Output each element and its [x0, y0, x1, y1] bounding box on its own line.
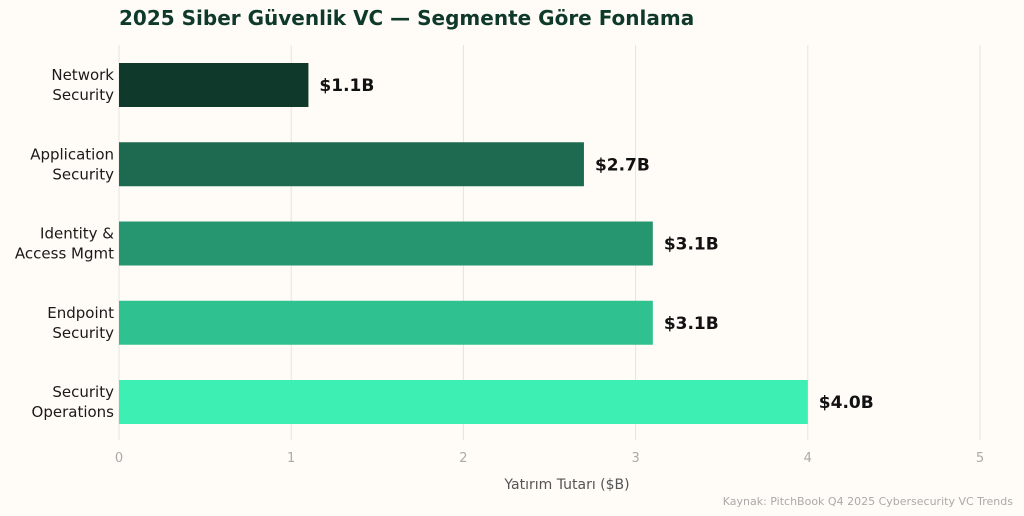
bar — [119, 221, 653, 266]
bar — [119, 380, 808, 424]
data-label: $2.7B — [595, 155, 650, 175]
category-label: Security Operations — [32, 383, 115, 421]
x-tick-label: 2 — [459, 451, 467, 466]
bar — [119, 142, 584, 187]
x-tick-label: 5 — [976, 451, 984, 466]
data-label: $1.1B — [319, 76, 374, 96]
category-label: Endpoint Security — [47, 304, 114, 342]
data-label: $3.1B — [664, 314, 719, 334]
x-axis-ticks: 0 1 2 3 4 5 — [115, 451, 984, 466]
data-label: $4.0B — [819, 393, 874, 413]
chart-title: 2025 Siber Güvenlik VC — Segmente Göre F… — [119, 6, 694, 30]
source-note: Kaynak: PitchBook Q4 2025 Cybersecurity … — [723, 495, 1014, 508]
bar — [119, 300, 653, 345]
x-tick-label: 0 — [115, 451, 123, 466]
bars — [119, 63, 808, 424]
category-label: Identity & Access Mgmt — [15, 225, 114, 263]
bar — [119, 63, 309, 107]
x-tick-label: 4 — [804, 451, 812, 466]
x-tick-label: 3 — [631, 451, 639, 466]
x-axis-label: Yatırım Tutarı ($B) — [503, 477, 629, 493]
category-label: Application Security — [30, 145, 114, 183]
x-tick-label: 1 — [287, 451, 295, 466]
data-label: $3.1B — [664, 235, 719, 255]
data-labels: $1.1B $2.7B $3.1B $3.1B $4.0B — [319, 76, 873, 413]
category-label: Network Security — [51, 66, 114, 104]
category-labels: Network Security Application Security Identi… — [15, 66, 114, 421]
